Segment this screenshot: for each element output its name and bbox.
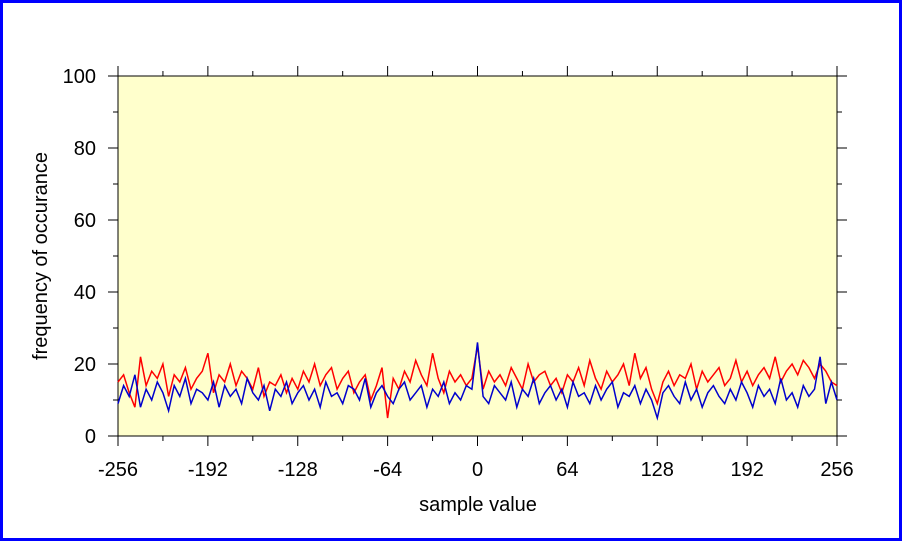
y-tick-label: 60 [74,210,96,232]
x-tick-label: -192 [188,459,228,481]
x-tick-label: -256 [98,459,138,481]
plot-area [117,75,838,437]
x-tick-labels: -256 -192 -128 -64 0 64 128 192 256 [98,459,854,481]
y-tick-label: 40 [74,282,96,304]
x-tick-label: 0 [472,459,483,481]
x-axis-title: sample value [419,494,537,516]
x-tick-label: -64 [373,459,402,481]
y-tick-label: 80 [74,138,96,160]
x-tick-label: 192 [730,459,763,481]
y-tick-label: 100 [63,66,96,88]
x-tick-label: 128 [641,459,674,481]
y-axis-title: frequency of occurance [30,152,52,360]
axis-ticks [108,66,847,446]
y-tick-label: 0 [85,426,96,448]
x-tick-label: 64 [556,459,578,481]
y-tick-label: 20 [74,354,96,376]
y-tick-labels: 0 20 40 60 80 100 [63,66,96,448]
series-line-2 [117,342,838,421]
series-layer [117,342,838,421]
x-tick-label: 256 [820,459,853,481]
x-tick-label: -128 [278,459,318,481]
